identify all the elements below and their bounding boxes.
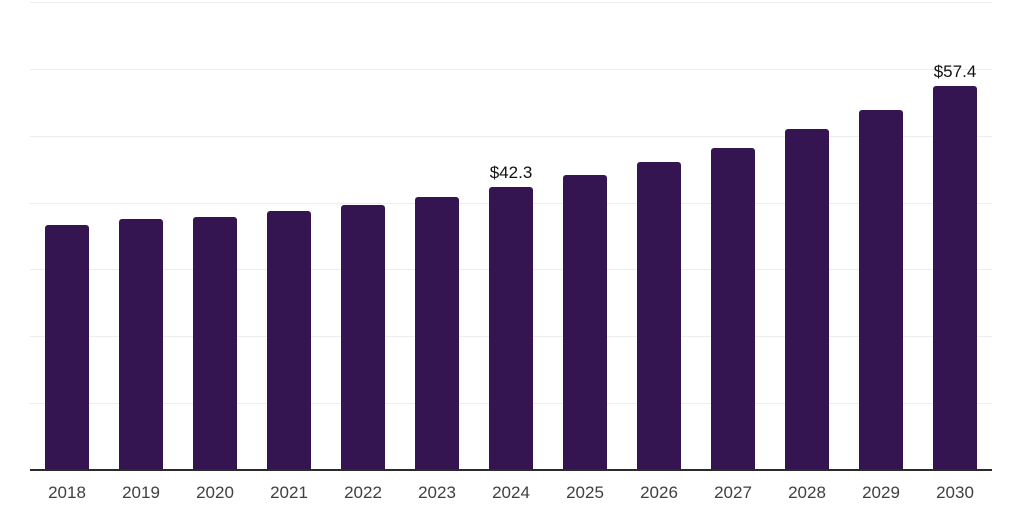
x-tick-label-2026: 2026 <box>640 483 678 502</box>
bar-2029[interactable] <box>859 109 903 470</box>
bar-2023[interactable] <box>415 196 459 470</box>
gridline <box>30 135 992 137</box>
gridline <box>30 68 992 70</box>
x-tick-label-2027: 2027 <box>714 483 752 502</box>
gridline <box>30 2 992 3</box>
x-tick-label-2022: 2022 <box>344 483 382 502</box>
x-tick-label-2020: 2020 <box>196 483 234 502</box>
bar-2018[interactable] <box>45 224 89 470</box>
bar-2028[interactable] <box>785 129 829 470</box>
x-tick-label-2030: 2030 <box>936 483 974 502</box>
x-tick-label-2024: 2024 <box>492 483 530 502</box>
bar-2027[interactable] <box>711 147 755 470</box>
x-tick-label-2018: 2018 <box>48 483 86 502</box>
bar-2030[interactable] <box>933 86 977 470</box>
data-label-2024: $42.3 <box>489 163 533 183</box>
bar-2024[interactable] <box>489 187 533 470</box>
x-tick-label-2029: 2029 <box>862 483 900 502</box>
bar-2020[interactable] <box>193 216 237 470</box>
bar-2022[interactable] <box>341 205 385 470</box>
x-tick-label-2021: 2021 <box>270 483 308 502</box>
x-tick-label-2019: 2019 <box>122 483 160 502</box>
bar-2026[interactable] <box>637 162 681 470</box>
x-axis-line <box>30 469 992 471</box>
x-tick-label-2023: 2023 <box>418 483 456 502</box>
bar-2021[interactable] <box>267 211 311 470</box>
bar-2025[interactable] <box>563 175 607 470</box>
plot-area: $42.3 $57.4 <box>30 2 992 471</box>
x-tick-label-2025: 2025 <box>566 483 604 502</box>
data-label-2030: $57.4 <box>933 62 977 82</box>
x-tick-label-2028: 2028 <box>788 483 826 502</box>
bar-2019[interactable] <box>119 218 163 470</box>
